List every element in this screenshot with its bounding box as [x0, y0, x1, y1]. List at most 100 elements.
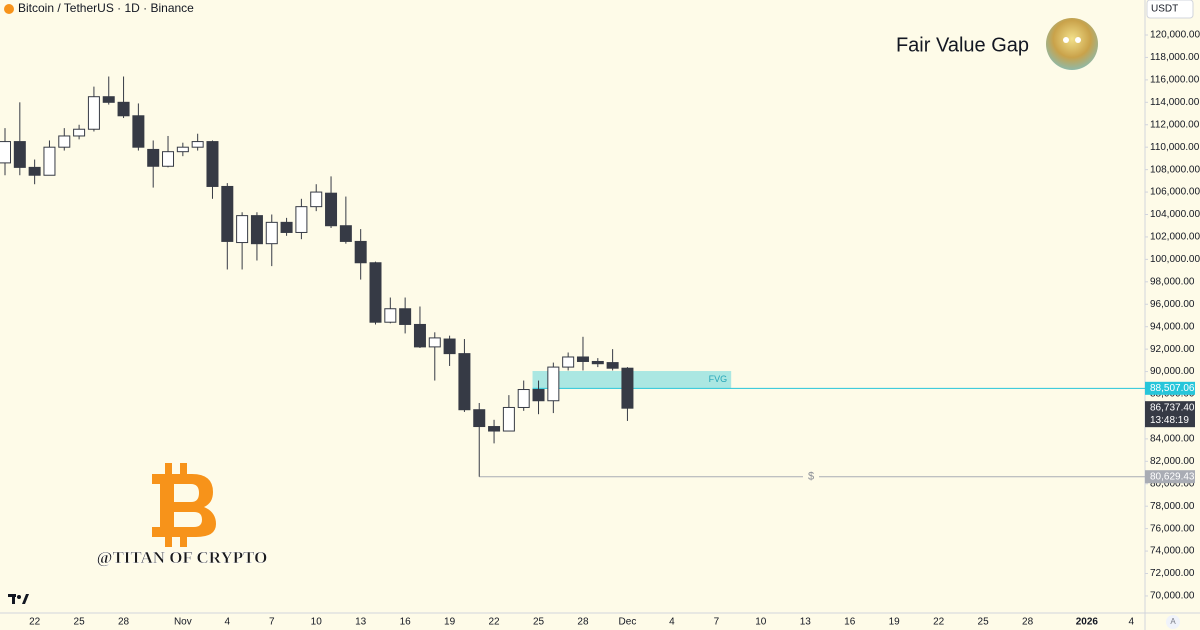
y-tick-label: 96,000.00: [1150, 299, 1195, 310]
price-label-time: 13:48:19: [1150, 415, 1189, 426]
y-tick-label: 116,000.00: [1150, 75, 1200, 86]
candle-body: [176, 146, 189, 153]
candle-body: [28, 166, 41, 176]
candle-body: [206, 141, 219, 187]
currency-button[interactable]: [1146, 0, 1194, 19]
plot: FVG $: [0, 76, 1145, 483]
y-tick-label: 70,000.00: [1150, 591, 1195, 602]
candle-body: [102, 96, 115, 103]
y-tick-label: 100,000.00: [1150, 254, 1200, 265]
y-tick-label: 74,000.00: [1150, 546, 1195, 557]
price-label: 80,629.43: [1150, 471, 1195, 482]
x-tick-label: 19: [889, 617, 901, 628]
x-tick-label: 22: [933, 617, 945, 628]
y-tick-label: 90,000.00: [1150, 366, 1195, 377]
y-tick-label: 118,000.00: [1150, 52, 1200, 63]
x-tick-label: 25: [74, 617, 86, 628]
candle-body: [399, 308, 412, 325]
candle-body: [132, 115, 145, 148]
candle-body: [413, 323, 426, 348]
price-label-box: [1145, 381, 1195, 395]
heading: Fair Value Gap: [896, 34, 1029, 56]
price-line-marker: $: [808, 471, 814, 483]
auto-scale-button[interactable]: [1166, 615, 1180, 629]
y-tick-label: 92,000.00: [1150, 344, 1195, 355]
symbol-title: Bitcoin / TetherUS · 1D · Binance: [18, 1, 194, 15]
x-tick-label: 2026: [1076, 617, 1099, 628]
x-tick-label: 13: [800, 617, 812, 628]
auto-scale-label[interactable]: A: [1170, 617, 1176, 626]
x-tick-label: 22: [29, 617, 41, 628]
candle-body: [147, 148, 160, 167]
candle-body: [191, 141, 204, 148]
candle-body: [117, 101, 130, 117]
candle-body: [162, 151, 175, 167]
y-tick-label: 114,000.00: [1150, 97, 1200, 108]
avatar-eye: [1063, 37, 1069, 43]
candle-body: [236, 215, 249, 244]
symbol-icon: [4, 4, 14, 14]
candle-body: [591, 360, 604, 365]
candle-body: [606, 362, 619, 369]
x-tick-label: 10: [755, 617, 767, 628]
y-tick-label: 102,000.00: [1150, 232, 1200, 243]
candle-body: [13, 141, 26, 168]
candle-body: [621, 367, 634, 409]
x-tick-label: 16: [400, 617, 412, 628]
candle-body: [488, 426, 501, 432]
avatar-eye: [1075, 37, 1081, 43]
candle-body: [221, 185, 234, 242]
candle-body: [325, 192, 338, 227]
x-tick-label: 10: [311, 617, 323, 628]
x-tick-label: 7: [714, 617, 720, 628]
bitcoin-logo: [152, 463, 216, 547]
candle-body: [295, 206, 308, 233]
candle-body: [517, 389, 530, 408]
avatar: [1046, 18, 1098, 70]
y-tick-label: 104,000.00: [1150, 209, 1200, 220]
y-tick-label: 110,000.00: [1150, 142, 1200, 153]
candle-body: [0, 141, 11, 164]
fvg-label: FVG: [709, 374, 728, 384]
x-tick-label: Nov: [174, 617, 192, 628]
candle-body: [250, 215, 263, 245]
x-tick-label: 4: [225, 617, 231, 628]
x-tick-label: 28: [1022, 617, 1034, 628]
price-label: 88,507.06: [1150, 383, 1195, 394]
candle-body: [458, 353, 471, 411]
x-tick-label: 25: [533, 617, 545, 628]
y-tick-label: 84,000.00: [1150, 434, 1195, 445]
x-tick-label: Dec: [619, 617, 637, 628]
y-tick-label: 78,000.00: [1150, 501, 1195, 512]
x-tick-label: 28: [577, 617, 589, 628]
watermark: @TITAN OF CRYPTO: [97, 548, 268, 567]
x-tick-label: 25: [978, 617, 990, 628]
x-tick-label: 13: [355, 617, 367, 628]
price-label-box: [1145, 401, 1195, 428]
candle-body: [369, 262, 382, 323]
x-tick-label: 4: [1129, 617, 1135, 628]
y-tick-label: 72,000.00: [1150, 568, 1195, 579]
x-tick-label: 19: [444, 617, 456, 628]
x-tick-label: 28: [118, 617, 130, 628]
candle-body: [562, 356, 575, 368]
currency-button-label[interactable]: USDT: [1151, 4, 1178, 15]
candle-body: [443, 338, 456, 355]
y-tick-label: 112,000.00: [1150, 119, 1200, 130]
candle-body: [265, 221, 278, 245]
candle-body: [473, 409, 486, 428]
x-tick-label: 22: [488, 617, 500, 628]
x-tick-label: 7: [269, 617, 275, 628]
candle-body: [576, 356, 589, 362]
price-label: 86,737.40: [1150, 402, 1195, 413]
y-tick-label: 94,000.00: [1150, 321, 1195, 332]
candle-body: [87, 96, 100, 130]
x-tick-label: 16: [844, 617, 856, 628]
y-tick-label: 108,000.00: [1150, 164, 1200, 175]
candle-body: [354, 240, 367, 264]
candle-body: [43, 146, 56, 176]
y-tick-label: 98,000.00: [1150, 276, 1195, 287]
